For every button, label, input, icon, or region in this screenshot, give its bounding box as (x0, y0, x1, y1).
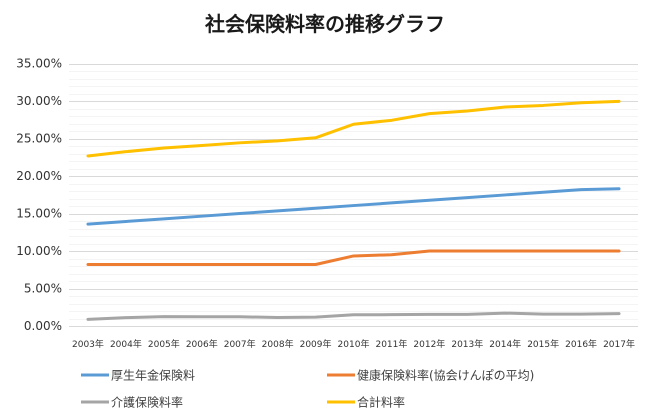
series-lines (86, 99, 621, 321)
x-tick-label: 2012年 (413, 338, 445, 350)
x-tick-label: 2007年 (224, 338, 256, 350)
y-tick-label: 15.00% (16, 207, 62, 221)
legend-item: 厚生年金保険料 (81, 368, 195, 383)
y-tick-label: 10.00% (16, 244, 62, 258)
legend-label: 健康保険料率(協会けんぽの平均) (357, 368, 534, 383)
legend-label: 介護保険料率 (111, 395, 183, 410)
x-tick-label: 2011年 (375, 338, 407, 350)
y-tick-label: 30.00% (16, 94, 62, 108)
legend: 厚生年金保険料 健康保険料率(協会けんぽの平均) 介護保険料率 合計料率 (81, 368, 534, 410)
x-tick-label: 2008年 (262, 338, 294, 350)
series-4 (86, 99, 621, 158)
series-line (86, 187, 621, 226)
series-2 (86, 249, 621, 266)
x-tick-label: 2004年 (110, 338, 142, 350)
legend-item: 介護保険料率 (81, 395, 183, 410)
series-line (86, 311, 621, 321)
y-tick-label: 35.00% (16, 57, 62, 71)
x-tick-label: 2005年 (148, 338, 180, 350)
legend-item: 合計料率 (327, 395, 405, 410)
x-tick-label: 2014年 (489, 338, 521, 350)
x-tick-label: 2017年 (603, 338, 635, 350)
x-tick-label: 2015年 (527, 338, 559, 350)
y-tick-label: 5.00% (24, 282, 62, 296)
x-tick-label: 2006年 (186, 338, 218, 350)
legend-label: 厚生年金保険料 (111, 368, 195, 383)
x-axis-tick-labels: 2003年 2004年 2005年 2006年 2007年 2008年 2009年 2010年… (72, 338, 635, 350)
series-3 (86, 311, 621, 321)
y-axis-tick-labels: 0.00% 5.00% 10.00% 15.00% 20.00% 25.00% 30.00%… (16, 57, 62, 334)
legend-label: 合計料率 (357, 395, 405, 410)
series-1 (86, 187, 621, 226)
series-line (86, 249, 621, 266)
y-tick-label: 0.00% (24, 319, 62, 333)
series-line (86, 99, 621, 158)
x-tick-label: 2003年 (72, 338, 104, 350)
x-tick-label: 2013年 (451, 338, 483, 350)
legend-item: 健康保険料率(協会けんぽの平均) (327, 368, 534, 383)
x-tick-label: 2010年 (338, 338, 370, 350)
x-tick-label: 2016年 (565, 338, 597, 350)
gridlines (69, 64, 638, 327)
x-tick-label: 2009年 (300, 338, 332, 350)
y-tick-label: 25.00% (16, 132, 62, 146)
y-tick-label: 20.00% (16, 169, 62, 183)
chart-title: 社会保険料率の推移グラフ (204, 12, 445, 36)
